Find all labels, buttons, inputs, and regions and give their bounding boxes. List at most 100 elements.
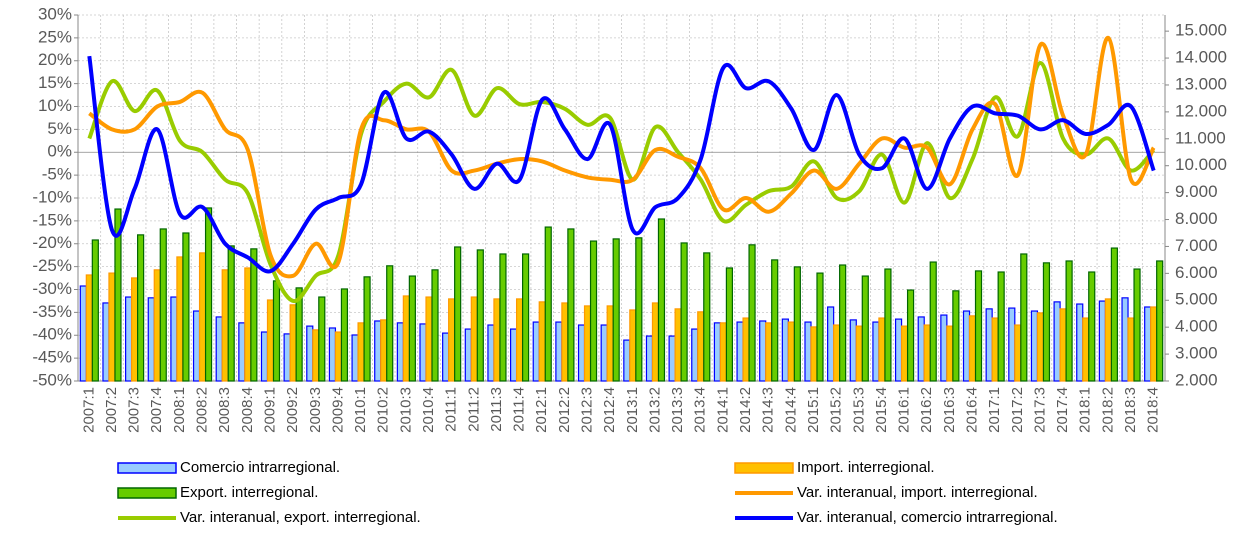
bar [159,228,167,382]
y-tick-label: -50% [32,370,72,389]
bar [538,301,546,382]
bar [1144,306,1152,382]
bar [1121,297,1129,382]
bar [137,234,145,382]
y-tick-label: 15% [38,73,72,92]
y-tick-label: -10% [32,187,72,206]
x-tick-label: 2009:4 [329,387,346,433]
bar [703,252,711,382]
bar [623,339,631,382]
bar [544,226,552,382]
bar [816,272,824,382]
bar [318,296,326,382]
bar [340,288,349,382]
bar [1110,247,1118,382]
bar [567,228,575,382]
legend-label: Import. interregional. [797,459,935,476]
bar [1156,260,1164,382]
bar [244,267,252,382]
bar [1076,303,1084,382]
x-tick-label: 2012:1 [533,387,550,433]
line [88,35,1156,279]
x-tick-label: 2008:3 [216,387,233,433]
x-tick-label: 2013:2 [646,387,663,433]
x-tick-label: 2014:3 [760,387,777,433]
y-tick-label: -45% [32,348,72,367]
x-tick-label: 2007:1 [80,387,97,433]
x-tick-label: 2011:2 [465,387,482,432]
x-tick-label: 2015:4 [873,387,890,433]
bar [742,317,750,382]
y2-tick-label: 8.000 [1175,209,1218,228]
bar [651,302,660,382]
y2-tick-label: 5.000 [1175,290,1218,309]
bar [1088,271,1096,382]
x-tick-label: 2008:4 [239,387,256,433]
legend-label: Comercio intrarregional. [180,459,340,476]
legend-label: Var. interanual, import. interregional. [797,484,1038,501]
bar [968,315,977,382]
x-tick-label: 2015:3 [850,387,867,433]
bar [419,323,427,382]
x-tick-label: 2011:3 [488,387,505,432]
bar [374,320,382,382]
y2-tick-label: 9.000 [1175,182,1218,201]
line [87,61,1156,303]
bar [849,319,857,382]
bar [114,208,122,382]
bar [940,314,948,382]
x-tick-label: 2018:4 [1145,387,1162,433]
bar [833,324,841,382]
bar [402,295,410,382]
bar [215,316,223,382]
bar [991,317,999,382]
y2-tick-label: 14.000 [1175,48,1227,67]
bar [499,253,507,382]
x-tick-label: 2012:2 [556,387,573,433]
bar [182,232,190,382]
x-tick-label: 2017:4 [1054,387,1071,433]
bar [697,311,705,382]
y2-tick-label: 15.000 [1175,21,1227,40]
bar [1036,312,1045,382]
x-tick-label: 2010:2 [375,387,392,433]
y2-tick-label: 12.000 [1175,101,1227,120]
bar [1014,324,1022,382]
bar [464,328,472,382]
bar [577,324,586,382]
x-tick-label: 2009:3 [307,387,324,433]
x-tick-label: 2014:4 [782,387,799,433]
bar [974,270,983,382]
y2-tick-label: 3.000 [1175,344,1218,363]
bar [509,328,518,382]
bar [476,249,484,382]
bar [272,280,281,382]
bar [238,322,246,382]
bar [787,321,795,382]
bar [431,269,439,382]
y2-tick-label: 6.000 [1175,263,1218,282]
x-tick-label: 2009:2 [284,387,301,433]
bar [583,305,592,382]
x-tick-label: 2014:1 [714,387,731,433]
y-tick-label: 25% [38,27,72,46]
x-tick-label: 2011:4 [511,387,528,432]
bar [906,289,915,382]
legend-label: Var. interanual, export. interregional. [180,509,421,526]
bar [425,296,433,382]
x-tick-label: 2014:2 [737,387,754,433]
y-tick-label: 0% [47,142,72,161]
y-tick-label: -25% [32,256,72,275]
x-tick-label: 2008:1 [171,387,188,433]
bar [827,306,835,382]
y2-tick-label: 10.000 [1175,155,1227,174]
bar [176,256,184,382]
bar [855,325,863,382]
bar [781,318,789,382]
y-tick-label: -5% [42,165,72,184]
bar [515,298,524,382]
bar [629,309,637,382]
bar [295,287,303,382]
x-tick-label: 2018:3 [1122,387,1139,433]
